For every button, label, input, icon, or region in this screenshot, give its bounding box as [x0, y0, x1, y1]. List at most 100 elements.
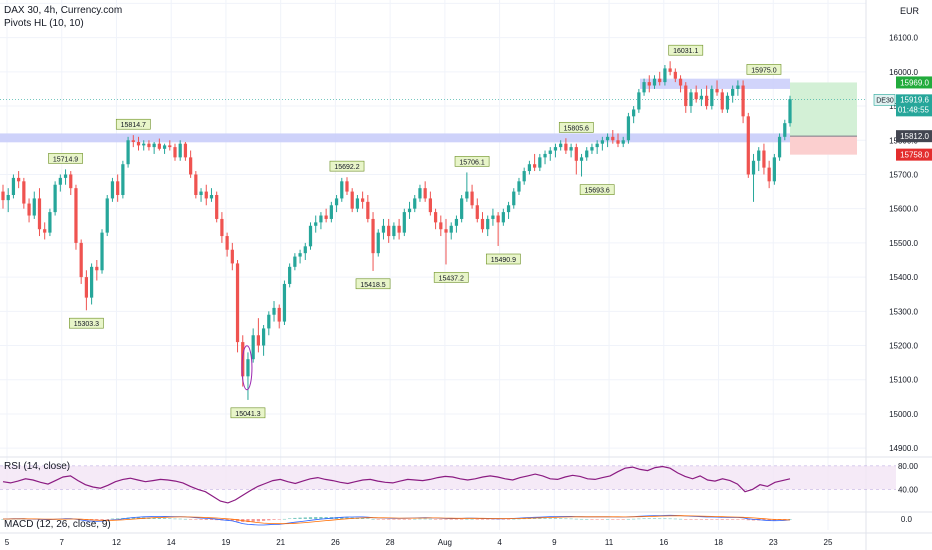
candle-body	[105, 198, 109, 233]
candle-body	[611, 136, 615, 141]
price-badge-text: 15758.0	[900, 151, 929, 160]
pivot-label-text: 15814.7	[121, 122, 146, 129]
macd-histogram-bar	[600, 519, 604, 520]
candle-body	[574, 147, 578, 161]
price-badge-countdown: 01:48:55	[898, 105, 930, 114]
rsi-band	[0, 465, 896, 490]
candle-body	[678, 78, 683, 86]
macd-histogram-bar	[699, 519, 704, 520]
candle-body	[689, 92, 693, 107]
candle-body	[569, 147, 573, 151]
indicator-title[interactable]: Pivots HL (10, 10)	[4, 18, 84, 29]
candle-body	[491, 215, 495, 219]
macd-histogram-bar	[616, 519, 620, 520]
support-zone	[0, 133, 790, 143]
macd-title[interactable]: MACD (12, 26, close, 9)	[4, 519, 111, 530]
macd-tick-label: 0.0	[901, 515, 913, 524]
pivot-label: 15437.2	[433, 272, 469, 283]
macd-histogram-bar	[314, 517, 318, 519]
macd-histogram-bar	[225, 519, 229, 521]
candle-body	[444, 229, 448, 233]
macd-histogram-bar	[204, 519, 208, 520]
candle-body	[668, 68, 672, 72]
time-tick-label: 21	[276, 538, 285, 547]
time-tick-label: Aug	[438, 538, 452, 547]
pivot-label: 15303.3	[69, 317, 104, 329]
candle-body	[63, 174, 68, 178]
candle-body	[178, 143, 182, 158]
macd-histogram-bar	[340, 517, 344, 519]
candle-body	[407, 208, 412, 213]
rsi-title[interactable]: RSI (14, close)	[4, 461, 71, 472]
candle-body	[84, 277, 89, 298]
macd-histogram-bar	[439, 519, 443, 520]
candle-body	[152, 143, 156, 148]
macd-histogram-bar	[746, 519, 750, 521]
candle-body	[209, 195, 214, 199]
macd-histogram-bar	[194, 519, 198, 520]
macd-histogram-bar	[595, 519, 599, 520]
candle-body	[585, 150, 589, 158]
candle-body	[17, 177, 21, 182]
candle-body	[590, 147, 594, 151]
candle-body	[439, 222, 443, 230]
macd-histogram-bar	[392, 519, 396, 520]
candle-body	[162, 145, 167, 149]
candle-body	[220, 218, 224, 237]
candle-body	[428, 198, 432, 213]
symbol-title[interactable]: DAX 30, 4h, Currency.com	[4, 5, 123, 16]
macd-histogram-bar	[361, 518, 365, 519]
candle-body	[194, 174, 198, 195]
macd-histogram-bar	[678, 518, 683, 520]
candle-body	[632, 109, 636, 117]
candle-body	[110, 181, 115, 199]
candle-body	[647, 82, 651, 86]
pivot-label-text: 15693.6	[585, 188, 610, 195]
candle-body	[480, 218, 485, 230]
macd-histogram-bar	[428, 518, 432, 520]
macd-histogram-bar	[189, 519, 193, 520]
macd-histogram-bar	[496, 519, 500, 520]
candle-body	[762, 150, 766, 168]
macd-histogram-bar	[381, 519, 386, 520]
candle-body	[189, 157, 193, 175]
time-tick-label: 14	[167, 538, 176, 547]
macd-histogram-bar	[480, 519, 485, 520]
macd-histogram-bar	[548, 518, 552, 519]
pivot-label: 15805.6	[558, 122, 594, 133]
macd-histogram-bar	[267, 519, 271, 521]
candle-body	[731, 88, 735, 96]
candle-body	[27, 203, 31, 216]
macd-histogram-bar	[652, 518, 657, 519]
candle-body	[308, 225, 313, 247]
time-tick-label: 5	[5, 538, 10, 547]
pivot-label-box	[579, 184, 615, 195]
macd-histogram-bar	[178, 518, 182, 520]
macd-histogram-bar	[501, 519, 505, 520]
macd-histogram-bar	[506, 519, 511, 520]
candle-body	[173, 147, 177, 158]
pivot-label-box	[668, 44, 704, 56]
low-circle-annotation	[241, 345, 253, 391]
macd-histogram-bar	[152, 517, 156, 519]
time-tick-label: 18	[714, 538, 723, 547]
candle-body	[658, 78, 662, 83]
price-badge	[896, 76, 932, 89]
macd-histogram-bar	[564, 518, 568, 520]
pivot-label-text: 15975.0	[751, 67, 776, 74]
candle-body	[11, 177, 16, 195]
pivot-label: 15814.7	[115, 118, 151, 130]
macd-histogram-bar	[543, 518, 547, 519]
candle-body	[746, 116, 750, 175]
candle-body	[460, 198, 464, 219]
macd-histogram-bar	[371, 518, 375, 520]
candle-body	[48, 212, 52, 233]
macd-histogram-bar	[663, 518, 667, 520]
macd-signal-line	[3, 515, 790, 525]
candle-body	[267, 314, 271, 329]
candle-body	[345, 181, 349, 192]
macd-histogram-bar	[725, 519, 730, 520]
macd-histogram-bar	[282, 518, 287, 520]
macd-histogram-bar	[246, 519, 250, 523]
